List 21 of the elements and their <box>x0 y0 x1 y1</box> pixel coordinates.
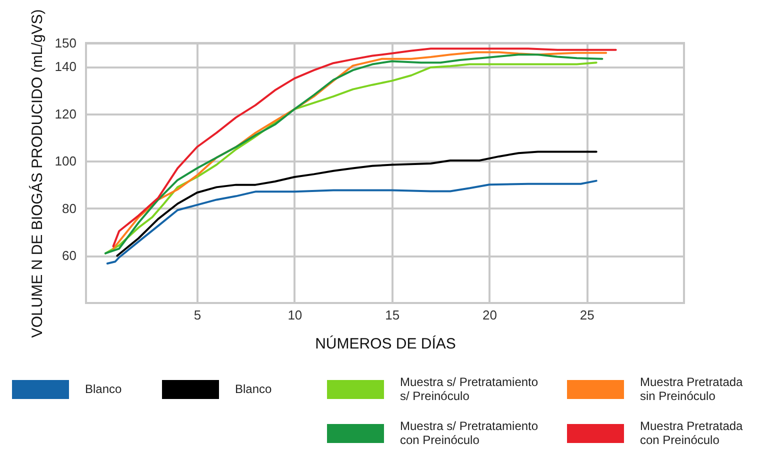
y-tick-label: 80 <box>62 200 76 216</box>
x-tick-label: 5 <box>194 308 202 322</box>
y-tick-label: 120 <box>54 106 76 122</box>
y-axis-title: VOLUME N DE BIOGÁS PRODUCIDO (mL/gVS) <box>28 9 46 338</box>
y-tick-label: 150 <box>54 36 76 50</box>
legend-label: Muestra Pretratada con Preinóculo <box>640 419 744 447</box>
x-tick-label: 20 <box>482 308 497 322</box>
x-tick-label: 10 <box>288 308 302 322</box>
legend-label: Blanco <box>235 382 272 396</box>
legend-label: Muestra Pretratada sin Preinóculo <box>640 375 744 403</box>
legend-label: Muestra s/ Pretratamiento con Preinóculo <box>400 419 540 447</box>
legend-label: Muestra s/ Pretratamiento s/ Preinóculo <box>400 375 540 403</box>
y-tick-label: 140 <box>54 59 76 74</box>
line-series <box>106 180 598 265</box>
legend-label: Blanco <box>85 382 122 396</box>
y-tick-label: 100 <box>54 154 76 169</box>
x-axis-title: NÚMEROS DE DÍAS <box>315 334 456 352</box>
y-tick-label: 60 <box>62 248 76 264</box>
line-series <box>116 150 598 257</box>
x-tick-label: 25 <box>580 308 594 322</box>
x-tick-label: 15 <box>385 308 400 322</box>
